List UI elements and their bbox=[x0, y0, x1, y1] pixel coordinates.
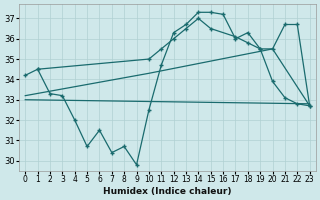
X-axis label: Humidex (Indice chaleur): Humidex (Indice chaleur) bbox=[103, 187, 232, 196]
